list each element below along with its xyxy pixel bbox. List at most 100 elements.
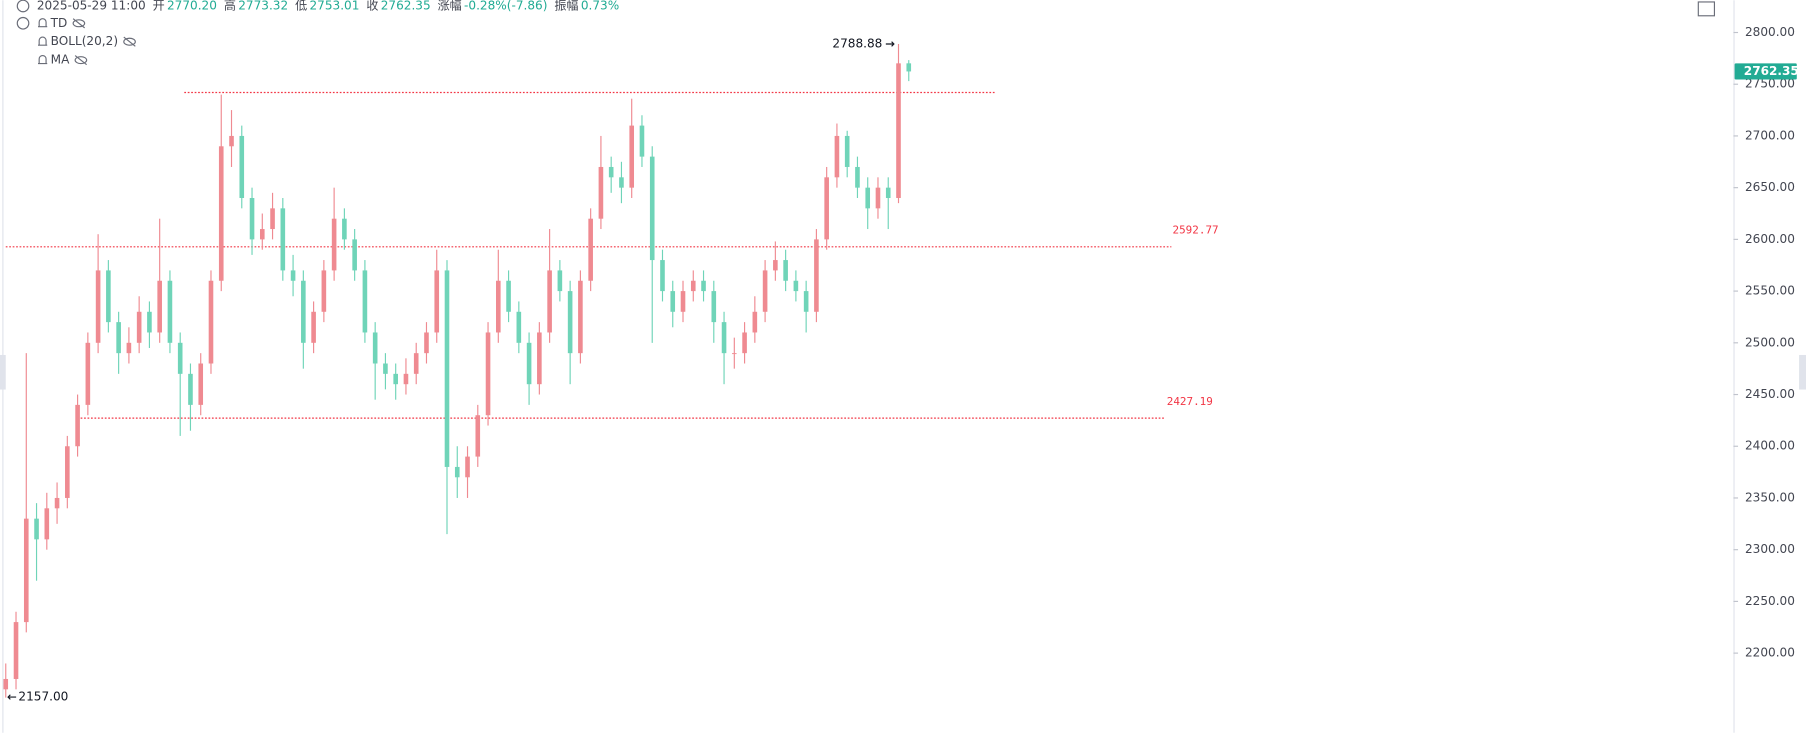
field-label: 开 xyxy=(153,0,165,12)
candle-body xyxy=(629,125,635,188)
candle-body xyxy=(803,291,809,312)
left-handle[interactable] xyxy=(0,354,6,390)
alert-icon[interactable] xyxy=(38,18,48,28)
candle-body xyxy=(167,280,173,343)
max-arrow xyxy=(885,41,895,47)
candle-body xyxy=(465,456,470,478)
field-value: 2770.20 xyxy=(167,0,217,12)
field-label: 涨幅 xyxy=(438,0,462,12)
candle-body xyxy=(885,187,891,199)
candle-body xyxy=(906,63,912,72)
candle-body xyxy=(3,678,9,690)
candle-body xyxy=(444,270,450,467)
candle-body xyxy=(85,342,91,405)
candle-body xyxy=(229,135,234,147)
candle-body xyxy=(680,291,686,312)
y-tick-label: 2700.00 xyxy=(1745,128,1795,142)
candle-body xyxy=(762,270,768,312)
candle-body xyxy=(547,270,552,333)
candle-body xyxy=(752,311,758,333)
field-label: 振幅 xyxy=(554,0,578,12)
candle-body xyxy=(218,146,224,281)
alert-icon[interactable] xyxy=(38,54,48,65)
y-tick-label: 2400.00 xyxy=(1745,439,1795,453)
candle-body xyxy=(321,270,327,312)
field-value: 2753.01 xyxy=(309,0,359,12)
candle-body xyxy=(485,332,491,416)
collapse-icon[interactable] xyxy=(16,16,30,30)
visibility-slash xyxy=(72,18,86,29)
candle-body xyxy=(249,198,255,240)
candle-body xyxy=(875,187,881,209)
candle-body xyxy=(95,270,101,343)
candle-body xyxy=(608,166,614,178)
candle-body xyxy=(116,322,121,354)
candle-body xyxy=(301,280,306,343)
min-label: 2157.00 xyxy=(18,690,68,704)
candle-body xyxy=(814,239,819,312)
min-arrow xyxy=(7,694,17,700)
candle-body xyxy=(372,332,378,364)
maximize-button[interactable] xyxy=(1697,1,1716,17)
candle-body xyxy=(557,270,563,292)
visibility-icon[interactable] xyxy=(123,37,136,46)
field-value: -0.28%(-7.86) xyxy=(464,0,547,12)
field-label: 高 xyxy=(224,0,236,12)
horizontal-line-label: 2592.77 xyxy=(1173,224,1219,237)
candle-body xyxy=(106,270,111,323)
indicator-name: TD xyxy=(50,16,68,30)
y-tick-label: 2350.00 xyxy=(1745,490,1795,504)
last-price-badge xyxy=(1734,63,1797,80)
candle-body xyxy=(290,270,296,281)
collapse-icon[interactable] xyxy=(16,0,30,13)
right-handle[interactable] xyxy=(1799,354,1806,390)
candle-body xyxy=(44,508,50,540)
visibility-icon[interactable] xyxy=(74,56,88,65)
candle-body xyxy=(65,446,70,498)
field-value: 2762.35 xyxy=(381,0,431,12)
candle-body xyxy=(844,135,850,167)
candle-body xyxy=(13,622,19,679)
header-fields: 开 2770.20 高 2773.32 低 2753.01 收 2762.35 涨幅 -0.28%… xyxy=(153,0,620,12)
y-tick-label: 2450.00 xyxy=(1745,387,1795,401)
alert-icon[interactable] xyxy=(38,36,48,46)
visibility-slash xyxy=(74,55,88,66)
candle-body xyxy=(54,497,60,509)
candle-body xyxy=(198,363,204,405)
candle-body xyxy=(619,177,624,188)
field-label: 低 xyxy=(295,0,307,12)
datetime: 2025-05-29 11:00 xyxy=(37,0,146,12)
candle-body xyxy=(732,353,737,355)
candle-body xyxy=(126,342,132,354)
candle-body xyxy=(454,466,460,478)
candle-body xyxy=(711,291,717,323)
candle-body xyxy=(567,291,573,354)
candle-body xyxy=(516,311,522,343)
candle-body xyxy=(537,332,542,385)
visibility-icon[interactable] xyxy=(72,19,86,28)
candle-body xyxy=(649,156,655,261)
y-tick-label: 2650.00 xyxy=(1745,180,1795,194)
candle-body xyxy=(773,260,778,271)
candle-body xyxy=(578,280,583,354)
field-label: 收 xyxy=(366,0,378,12)
candle-body xyxy=(434,270,440,333)
candle-body xyxy=(362,270,368,333)
candle-body xyxy=(834,135,840,178)
last-price-label: 2762.35 xyxy=(1744,64,1799,78)
y-tick-label: 2550.00 xyxy=(1745,284,1795,298)
candle-body xyxy=(413,353,419,374)
candle-body xyxy=(526,342,532,385)
candle-body xyxy=(280,208,286,271)
y-tick-label: 2200.00 xyxy=(1745,646,1795,660)
candle-body xyxy=(136,311,142,343)
candle-body xyxy=(639,125,645,157)
candle-body xyxy=(424,332,429,354)
y-tick-label: 2800.00 xyxy=(1745,25,1795,39)
candle-body xyxy=(865,187,871,209)
candle-body xyxy=(157,280,162,333)
candle-body xyxy=(783,260,788,281)
